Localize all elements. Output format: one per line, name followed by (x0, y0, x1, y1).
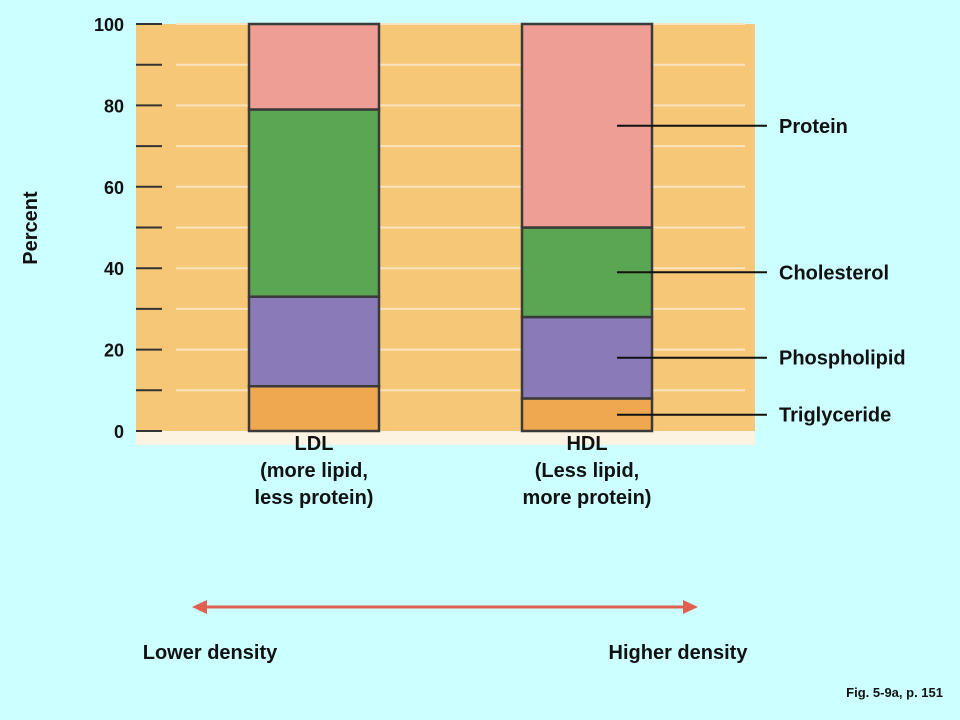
plot-base-strip (136, 431, 755, 445)
lower-density-label: Lower density (143, 642, 278, 664)
y-tick-label: 80 (104, 96, 124, 116)
y-axis-tick-labels: 0 20 40 60 80 100 (94, 15, 124, 442)
y-tick-label: 60 (104, 178, 124, 198)
y-axis-ticks (136, 23, 162, 432)
bar-segment-ldl-protein (247, 22, 381, 111)
category-description-line: more protein) (523, 487, 652, 509)
density-arrow (192, 600, 698, 614)
legend-label-cholesterol: Cholesterol (779, 262, 889, 284)
category-name: LDL (295, 433, 334, 455)
category-description-line: (more lipid, (260, 460, 368, 482)
bar-segment-ldl-phospholipid (247, 295, 381, 388)
legend-label-triglyceride: Triglyceride (779, 405, 891, 427)
bars (247, 22, 654, 433)
density-arrow-left-head (192, 600, 207, 614)
y-tick-label: 20 (104, 341, 124, 361)
category-description-line: less protein) (255, 487, 374, 509)
y-tick-label: 0 (114, 422, 124, 442)
legend-label-protein: Protein (779, 116, 848, 138)
category-name: HDL (566, 433, 607, 455)
y-axis-label: Percent (20, 191, 42, 265)
density-arrow-right-head (683, 600, 698, 614)
legend-label-phospholipid: Phospholipid (779, 348, 906, 370)
bar-segment-ldl-triglyceride (247, 384, 381, 433)
higher-density-label: Higher density (609, 642, 749, 664)
category-labels: LDL (more lipid, less protein) HDL (Less lip… (255, 433, 652, 509)
figure-caption: Fig. 5-9a, p. 151 (846, 685, 943, 700)
y-tick-label: 100 (94, 15, 124, 35)
legend: Triglyceride Phospholipid Cholesterol Prote… (617, 116, 906, 427)
y-tick-label: 40 (104, 259, 124, 279)
category-description-line: (Less lipid, (535, 460, 639, 482)
bar-segment-ldl-cholesterol (247, 108, 381, 298)
